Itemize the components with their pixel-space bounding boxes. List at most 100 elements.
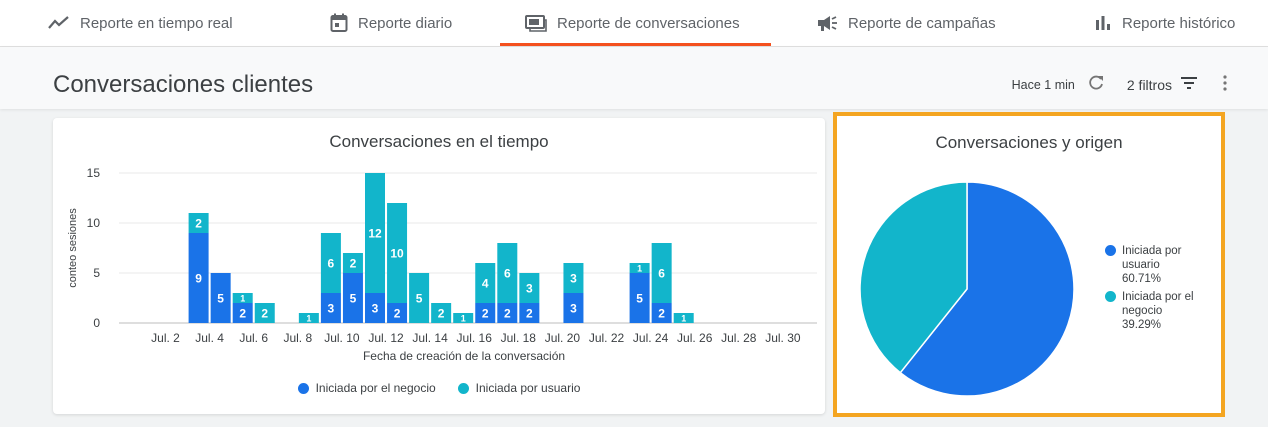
- calendar-icon: [330, 13, 348, 33]
- tab-diario[interactable]: Reporte diario: [330, 0, 452, 46]
- bar-usuario: [298, 313, 319, 323]
- x-tick-label: Jul. 24: [633, 331, 669, 345]
- legend-dot-usuario: [457, 382, 469, 394]
- active-tab-indicator: [500, 43, 771, 46]
- bar-data-label: 1: [637, 264, 642, 274]
- x-tick-label: Jul. 18: [501, 331, 537, 345]
- bar-data-label: 6: [328, 257, 335, 271]
- bar-data-label: 2: [526, 307, 533, 321]
- bar-negocio: [651, 303, 672, 323]
- tab-conversaciones[interactable]: Reporte de conversaciones: [525, 0, 740, 46]
- x-tick-label: Jul. 20: [545, 331, 581, 345]
- bar-usuario: [387, 203, 408, 303]
- pie-legend-label: Iniciada por: [1122, 245, 1182, 257]
- bar-data-label: 2: [394, 307, 401, 321]
- page-header: Conversaciones clientes Hace 1 min 2 fil…: [0, 47, 1268, 109]
- bar-data-label: 3: [328, 302, 335, 316]
- bar-usuario: [629, 263, 650, 273]
- bar-data-label: 5: [217, 292, 224, 306]
- bar-data-label: 4: [482, 277, 489, 291]
- bar-usuario: [342, 253, 363, 273]
- report-tabs: Reporte en tiempo real Reporte diario Re…: [0, 0, 1268, 47]
- bar-chart-title: Conversaciones en el tiempo: [329, 132, 549, 151]
- pie-legend-label: usuario: [1122, 259, 1160, 271]
- legend-item-negocio[interactable]: Iniciada por el negocio: [297, 381, 436, 395]
- tab-historico[interactable]: Reporte histórico: [1094, 0, 1235, 46]
- x-tick-label: Jul. 30: [765, 331, 801, 345]
- conversation-icon: [525, 14, 547, 32]
- bar-negocio: [475, 303, 496, 323]
- legend-dot-negocio: [297, 382, 309, 394]
- x-axis-label: Fecha de creación de la conversación: [363, 349, 565, 363]
- bar-negocio: [563, 293, 584, 323]
- bar-usuario: [497, 243, 518, 303]
- bar-data-label: 1: [461, 314, 466, 324]
- pie-chart: [859, 181, 1075, 397]
- x-tick-label: Jul. 16: [457, 331, 493, 345]
- more-options-icon[interactable]: [1222, 74, 1228, 95]
- bar-data-label: 2: [482, 307, 489, 321]
- pie-legend-item-usuario[interactable]: Iniciada por usuario 60.71%: [1105, 244, 1194, 286]
- bar-data-label: 2: [350, 257, 357, 271]
- tab-label: Reporte histórico: [1122, 14, 1236, 32]
- pie-legend-item-negocio[interactable]: Iniciada por el negocio 39.29%: [1105, 290, 1194, 332]
- legend-label: Iniciada por el negocio: [315, 381, 436, 395]
- megaphone-icon: [816, 14, 838, 32]
- y-axis-label: conteo sesiones: [67, 208, 79, 288]
- bar-data-label: 2: [504, 307, 511, 321]
- bar-data-label: 5: [636, 292, 643, 306]
- y-tick-label: 15: [87, 166, 101, 180]
- bar-negocio: [232, 303, 253, 323]
- tab-label: Reporte de conversaciones: [557, 14, 740, 32]
- x-tick-label: Jul. 2: [151, 331, 180, 345]
- bar-usuario: [453, 313, 474, 323]
- pie-legend-percent: 60.71%: [1122, 273, 1162, 285]
- bar-data-label: 5: [416, 292, 423, 306]
- tab-label: Reporte diario: [358, 14, 453, 32]
- tab-label: Reporte de campañas: [848, 14, 996, 32]
- bar-data-label: 5: [350, 292, 357, 306]
- filters-label[interactable]: 2 filtros: [1126, 76, 1172, 93]
- bar-negocio: [342, 273, 363, 323]
- pie-legend-label: Iniciada por el: [1122, 291, 1194, 303]
- legend-item-usuario[interactable]: Iniciada por usuario: [457, 381, 580, 395]
- x-tick-label: Jul. 4: [195, 331, 224, 345]
- bar-data-label: 2: [261, 307, 268, 321]
- x-tick-label: Jul. 12: [368, 331, 404, 345]
- header-actions: Hace 1 min 2 filtros: [1012, 74, 1228, 95]
- tab-campanas[interactable]: Reporte de campañas: [816, 0, 996, 46]
- refresh-icon[interactable]: [1087, 74, 1105, 95]
- bar-data-label: 3: [372, 302, 379, 316]
- x-tick-label: Jul. 6: [239, 331, 268, 345]
- filter-icon[interactable]: [1180, 76, 1198, 93]
- pie-slice-usuario[interactable]: [899, 181, 1075, 397]
- bar-negocio: [629, 273, 650, 323]
- y-tick-label: 0: [93, 316, 100, 330]
- x-tick-label: Jul. 22: [589, 331, 625, 345]
- trending-line-icon: [48, 16, 70, 30]
- bar-negocio: [210, 273, 231, 323]
- bar-chart-icon: [1094, 14, 1112, 32]
- bar-data-label: 3: [570, 302, 577, 316]
- pie-slice-negocio[interactable]: [859, 181, 968, 374]
- x-tick-label: Jul. 28: [721, 331, 757, 345]
- pie-legend-dot-usuario: [1105, 245, 1116, 256]
- pie-chart-title: Conversaciones y origen: [935, 133, 1123, 152]
- tab-tiempo-real[interactable]: Reporte en tiempo real: [48, 0, 233, 46]
- bar-usuario: [365, 173, 385, 293]
- last-updated-text: Hace 1 min: [1011, 77, 1075, 92]
- bar-data-label: 6: [504, 267, 511, 281]
- bar-usuario: [188, 213, 209, 233]
- bar-usuario: [563, 263, 584, 293]
- bar-data-label: 1: [306, 314, 311, 324]
- x-tick-label: Jul. 10: [324, 331, 360, 345]
- bar-chart-legend: Iniciada por el negocio Iniciada por usu…: [53, 381, 825, 395]
- x-tick-label: Jul. 8: [283, 331, 312, 345]
- bar-data-label: 12: [368, 227, 382, 241]
- bar-data-label: 2: [438, 307, 445, 321]
- bar-negocio: [497, 303, 518, 323]
- pie-legend-label: negocio: [1122, 305, 1163, 317]
- bar-data-label: 2: [658, 307, 665, 321]
- pie-legend-dot-negocio: [1105, 291, 1116, 302]
